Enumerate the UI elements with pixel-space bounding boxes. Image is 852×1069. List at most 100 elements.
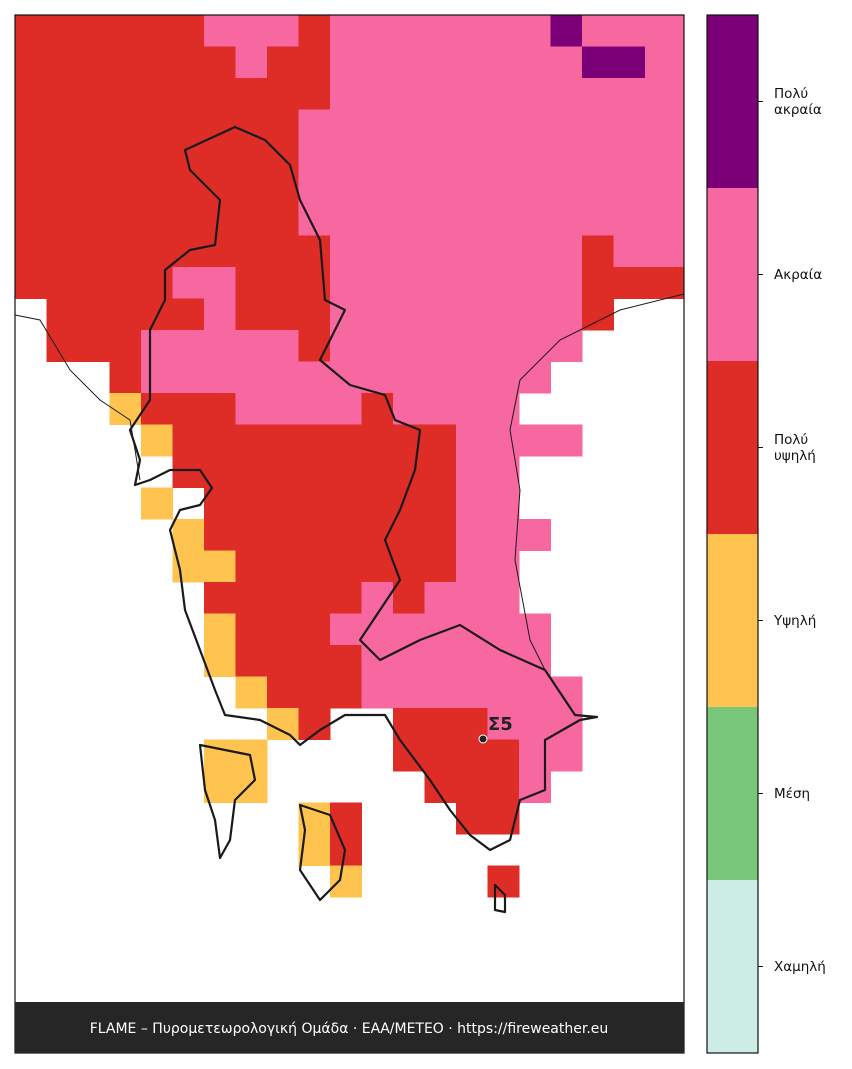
risk-cell xyxy=(78,298,110,331)
risk-cell xyxy=(330,613,362,646)
risk-cell xyxy=(109,172,142,205)
risk-cell xyxy=(298,393,331,425)
risk-cell xyxy=(393,550,425,583)
risk-cell xyxy=(109,78,142,110)
risk-cell xyxy=(645,235,684,268)
risk-cell xyxy=(235,141,268,173)
risk-cell xyxy=(109,15,142,47)
risk-cell xyxy=(519,708,551,740)
risk-cell xyxy=(204,771,236,803)
footer-text: FLAME – Πυρομετεωρολογική Ομάδα · ΕΑΑ/ME… xyxy=(90,1021,609,1037)
risk-cell xyxy=(519,424,551,457)
coastline xyxy=(128,125,599,914)
risk-cell xyxy=(613,172,646,205)
risk-cell xyxy=(361,645,394,677)
risk-cell xyxy=(550,204,583,236)
risk-cell xyxy=(330,109,362,142)
risk-cell xyxy=(456,739,488,772)
risk-cell xyxy=(393,298,425,331)
risk-cell xyxy=(393,172,425,205)
risk-cell xyxy=(424,487,457,520)
risk-cell xyxy=(456,235,488,268)
risk-cell xyxy=(172,550,205,583)
risk-cell xyxy=(15,267,47,299)
risk-cell xyxy=(487,613,520,646)
risk-cell xyxy=(172,172,205,205)
risk-cell xyxy=(15,78,47,110)
risk-cell xyxy=(487,708,520,740)
risk-cell xyxy=(330,46,362,79)
risk-cell xyxy=(141,109,173,142)
risk-cell xyxy=(330,456,362,488)
risk-cell xyxy=(519,739,551,772)
risk-cell xyxy=(487,204,520,236)
risk-cell xyxy=(109,298,142,331)
risk-cell xyxy=(298,361,331,394)
risk-cell xyxy=(298,172,331,205)
risk-cell xyxy=(204,235,236,268)
risk-cell xyxy=(550,739,583,772)
risk-cell xyxy=(424,361,457,394)
risk-cell xyxy=(330,802,362,835)
risk-cell xyxy=(456,771,488,803)
risk-cell xyxy=(519,676,551,709)
risk-cell xyxy=(361,676,394,709)
risk-cell xyxy=(645,204,684,236)
risk-cell xyxy=(361,456,394,488)
risk-cell xyxy=(487,456,520,488)
risk-cell xyxy=(235,78,268,110)
risk-cell xyxy=(393,141,425,173)
risk-cell xyxy=(141,46,173,79)
risk-cell xyxy=(235,235,268,268)
risk-cell xyxy=(361,109,394,142)
risk-cell xyxy=(235,582,268,614)
risk-cell xyxy=(141,172,173,205)
colorbar-frame xyxy=(706,14,759,1054)
risk-cell xyxy=(456,361,488,394)
risk-cell xyxy=(298,109,331,142)
risk-cell xyxy=(519,15,551,47)
risk-cell xyxy=(267,487,299,520)
risk-cell xyxy=(361,550,394,583)
risk-cell xyxy=(235,487,268,520)
risk-cell xyxy=(235,172,268,205)
risk-cell xyxy=(204,46,236,79)
risk-cell xyxy=(582,235,614,268)
risk-cell xyxy=(393,204,425,236)
risk-cell xyxy=(456,582,488,614)
risk-cell xyxy=(330,393,362,425)
risk-cell xyxy=(424,708,457,740)
risk-cell xyxy=(235,519,268,551)
risk-cell xyxy=(361,424,394,457)
risk-cell xyxy=(550,267,583,299)
risk-cell xyxy=(645,267,684,299)
risk-cell xyxy=(235,456,268,488)
risk-cell xyxy=(235,204,268,236)
risk-cell xyxy=(487,361,520,394)
risk-cell xyxy=(330,865,362,898)
legend-label: Πολύ ακραία xyxy=(774,85,822,118)
risk-cell xyxy=(78,15,110,47)
risk-cell xyxy=(330,298,362,331)
risk-cell xyxy=(361,15,394,47)
risk-cell xyxy=(456,15,488,47)
legend-label: Πολύ υψηλή xyxy=(774,431,816,464)
footer-bar xyxy=(15,1002,684,1053)
risk-cell xyxy=(78,330,110,362)
risk-cell xyxy=(487,771,520,803)
risk-cell xyxy=(298,267,331,299)
risk-cell xyxy=(109,46,142,79)
risk-cell xyxy=(582,267,614,299)
risk-cell xyxy=(141,141,173,173)
legend-label: Μέση xyxy=(774,785,811,802)
risk-cell xyxy=(235,393,268,425)
risk-cell xyxy=(172,424,205,457)
risk-cell xyxy=(172,46,205,79)
risk-cell xyxy=(109,330,142,362)
risk-cell xyxy=(487,267,520,299)
risk-cell xyxy=(487,235,520,268)
risk-cell xyxy=(109,141,142,173)
risk-cell xyxy=(456,424,488,457)
risk-cell xyxy=(141,15,173,47)
